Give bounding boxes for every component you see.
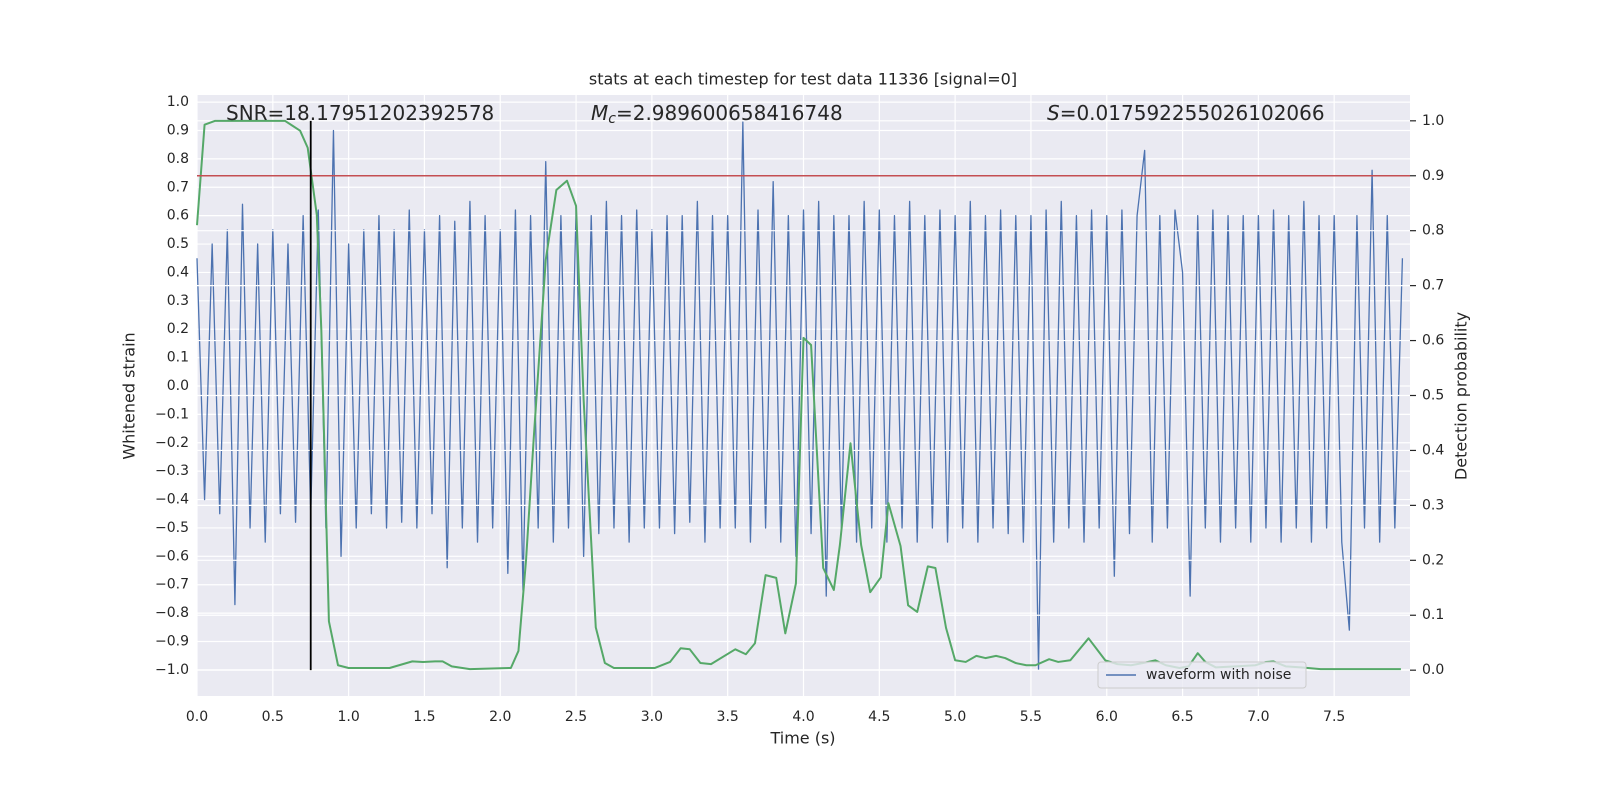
y-tick-label: 0.9: [167, 122, 189, 138]
x-tick-label: 6.5: [1171, 709, 1193, 725]
y-tick-label: 0.6: [167, 208, 189, 224]
y-tick-label: 0.8: [167, 151, 189, 167]
y2-tick-label: 1.0: [1422, 113, 1444, 129]
annotation: SNR=18.17951202392578: [226, 101, 494, 125]
x-tick-label: 1.0: [337, 709, 359, 725]
y-tick-label: 0.7: [167, 179, 189, 195]
y-tick-label: 0.5: [167, 236, 189, 252]
back-layer: [196, 95, 1410, 696]
x-tick-label: 5.0: [944, 709, 966, 725]
x-tick-label: 4.0: [792, 709, 814, 725]
y-tick-label: −0.1: [155, 406, 189, 422]
y2-tick-label: 0.5: [1422, 388, 1444, 404]
y-tick-label: 0.2: [167, 321, 189, 337]
y2-tick-label: 0.0: [1422, 662, 1444, 678]
annotation-text: =0.017592255026102066: [1060, 101, 1325, 125]
y2-tick-label: 0.4: [1422, 442, 1444, 458]
y-tick-label: −0.9: [155, 633, 189, 649]
x-tick-label: 0.0: [186, 709, 208, 725]
y-tick-label: −0.5: [155, 520, 189, 536]
y-tick-label: −0.2: [155, 435, 189, 451]
legend-label: waveform with noise: [1146, 667, 1291, 683]
y2-tick-label: 0.9: [1422, 168, 1444, 184]
annotation-symbol: S: [1047, 101, 1060, 125]
y-tick-label: 0.0: [167, 378, 189, 394]
x-tick-label: 2.0: [489, 709, 511, 725]
x-tick-label: 7.5: [1323, 709, 1345, 725]
y-tick-label: −1.0: [155, 662, 189, 678]
legend-box: [1097, 661, 1307, 689]
x-tick-label: 3.5: [717, 709, 739, 725]
y-tick-label: 0.3: [167, 293, 189, 309]
annotation: Mc=2.989600658416748: [591, 101, 843, 128]
x-tick-label: 7.0: [1247, 709, 1269, 725]
y-tick-label: −0.6: [155, 548, 189, 564]
annotation-symbol: M: [591, 101, 608, 125]
x-tick-label: 3.0: [641, 709, 663, 725]
y-tick-label: −0.8: [155, 605, 189, 621]
x-tick-label: 0.5: [262, 709, 284, 725]
annotation-subscript: c: [608, 111, 616, 127]
x-tick-label: 5.5: [1020, 709, 1042, 725]
x-tick-label: 2.5: [565, 709, 587, 725]
annotation-text: =2.989600658416748: [616, 101, 843, 125]
y2-axis-label: Detection probability: [1452, 312, 1471, 480]
y-axis-label: Whitened strain: [120, 332, 139, 459]
x-tick-label: 6.0: [1096, 709, 1118, 725]
y2-tick-label: 0.7: [1422, 278, 1444, 294]
y-tick-label: 0.4: [167, 264, 189, 280]
y2-tick-label: 0.6: [1422, 333, 1444, 349]
front-layer: SNR=18.17951202392578 Mc=2.98960065841674…: [196, 101, 1410, 689]
x-tick-label: 4.5: [868, 709, 890, 725]
x-axis-label: Time (s): [769, 729, 835, 748]
y2-tick-label: 0.3: [1422, 497, 1444, 513]
y2-tick-label: 0.8: [1422, 223, 1444, 239]
annotation: S=0.017592255026102066: [1047, 101, 1325, 125]
y2-tick-label: 0.2: [1422, 552, 1444, 568]
series-line: [196, 121, 1404, 671]
annotation-text: SNR=18.17951202392578: [226, 101, 494, 125]
y-tick-label: −0.7: [155, 577, 189, 593]
y-tick-label: 0.1: [167, 350, 189, 366]
x-tick-label: 1.5: [413, 709, 435, 725]
y2-tick-label: 0.1: [1422, 607, 1444, 623]
y-tick-label: −0.3: [155, 463, 189, 479]
y-tick-label: 1.0: [167, 94, 189, 110]
chart-title: stats at each timestep for test data 113…: [589, 70, 1017, 89]
y-tick-label: −0.4: [155, 492, 189, 508]
